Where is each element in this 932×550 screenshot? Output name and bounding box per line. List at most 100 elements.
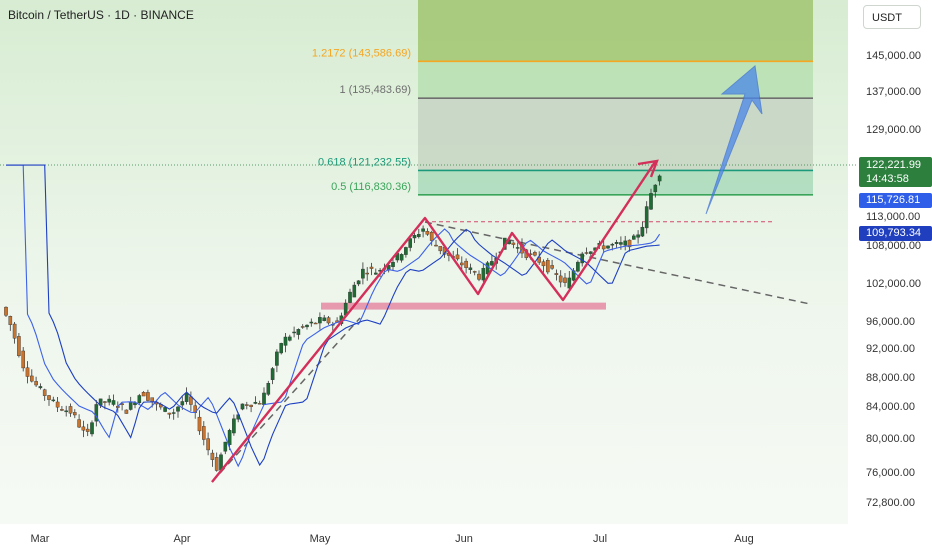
candle-body (352, 284, 357, 298)
candle-body (227, 430, 232, 445)
candle-body (214, 457, 219, 471)
last-price-value: 122,221.99 (866, 159, 922, 171)
candle-body (176, 406, 180, 412)
candle-body (399, 254, 404, 261)
candle-body (292, 331, 296, 334)
support-zone (321, 302, 606, 310)
candle-body (25, 367, 30, 377)
pattern-zigzag (211, 161, 656, 483)
candle-body (240, 403, 245, 410)
candle-body (472, 271, 477, 273)
fib-label-1: 1 (135,483.69) (339, 84, 411, 96)
candle-body (257, 403, 262, 405)
candle-body (550, 265, 554, 269)
candle-body (12, 323, 17, 339)
candle-body (38, 386, 43, 389)
last-price-badge: 122,221.99 14:43:58 (859, 157, 932, 187)
rising-trendline (211, 317, 361, 483)
candle-body (632, 235, 636, 240)
candle-body (201, 426, 206, 440)
candle-body (72, 412, 77, 416)
y-tick-label-10: 80,000.00 (866, 433, 915, 445)
candle-body (197, 416, 202, 432)
candle-body (60, 409, 64, 411)
candle-body (266, 382, 271, 395)
fib-label-0: 1.2172 (143,586.69) (312, 47, 411, 59)
candle-body (51, 399, 56, 402)
candle-body (4, 306, 8, 316)
candle-body (589, 251, 593, 254)
candle-body (128, 402, 133, 410)
candle-body (546, 260, 550, 273)
candle-body (77, 419, 81, 428)
fib-label-3: 0.5 (116,830.36) (331, 181, 411, 193)
candle-body (244, 404, 249, 406)
candle-body (468, 267, 473, 270)
candle-body (580, 253, 584, 264)
y-tick-label-2: 129,000.00 (866, 124, 921, 136)
candle-body (348, 291, 352, 303)
y-tick-label-7: 92,000.00 (866, 343, 915, 355)
x-tick-label-1: Apr (173, 533, 190, 545)
candle-body (558, 275, 563, 283)
y-tick-label-9: 84,000.00 (866, 401, 915, 413)
candle-body (85, 428, 90, 432)
candle-body (649, 193, 653, 210)
candle-body (434, 244, 438, 247)
candle-body (563, 277, 567, 283)
candle-body (610, 243, 615, 246)
candle-body (374, 272, 378, 275)
candle-body (408, 238, 413, 248)
candle-body (627, 239, 632, 248)
y-tick-label-1: 137,000.00 (866, 86, 921, 98)
projection-arrow (705, 65, 763, 215)
candle-body (477, 273, 481, 280)
x-tick-label-5: Aug (734, 533, 754, 545)
candle-body (296, 329, 301, 335)
currency-selector[interactable]: USDT (863, 5, 921, 29)
candle-body (21, 350, 26, 369)
candle-body (421, 228, 425, 232)
fib-zone-lower (418, 170, 813, 195)
candle-body (606, 245, 610, 249)
candle-body (34, 381, 38, 386)
candle-body (223, 441, 228, 452)
candle-body (30, 375, 34, 382)
candle-body (313, 322, 318, 325)
candle-body (137, 395, 142, 404)
candle-body (171, 412, 176, 414)
candle-body (262, 392, 266, 405)
candle-body (275, 351, 279, 366)
candle-body (460, 262, 464, 266)
candle-body (567, 277, 572, 289)
candle-body (322, 317, 327, 321)
candle-body (601, 245, 606, 250)
y-tick-label-12: 72,800.00 (866, 497, 915, 509)
candle-body (571, 270, 576, 281)
candle-body (17, 336, 21, 356)
candle-body (391, 261, 395, 267)
candle-body (249, 404, 253, 407)
y-tick-label-3: 113,000.00 (866, 211, 920, 223)
candle-body (279, 343, 284, 354)
candle-body (68, 406, 73, 414)
candle-body (55, 401, 60, 408)
candle-body (90, 422, 94, 435)
x-tick-label-2: May (310, 533, 331, 545)
candle-body (485, 262, 490, 275)
candle-body (455, 254, 460, 260)
y-tick-label-0: 145,000.00 (866, 50, 921, 62)
candle-body (94, 404, 99, 422)
candle-body (640, 226, 645, 237)
candle-body (438, 246, 443, 252)
y-tick-label-5: 102,000.00 (866, 278, 921, 290)
candle-body (644, 206, 649, 229)
candle-body (361, 268, 365, 279)
candle-body (133, 402, 137, 406)
candle-body (511, 242, 516, 245)
y-tick-label-4: 108,000.00 (866, 240, 921, 252)
candle-body (64, 410, 68, 413)
candle-body (429, 231, 434, 241)
